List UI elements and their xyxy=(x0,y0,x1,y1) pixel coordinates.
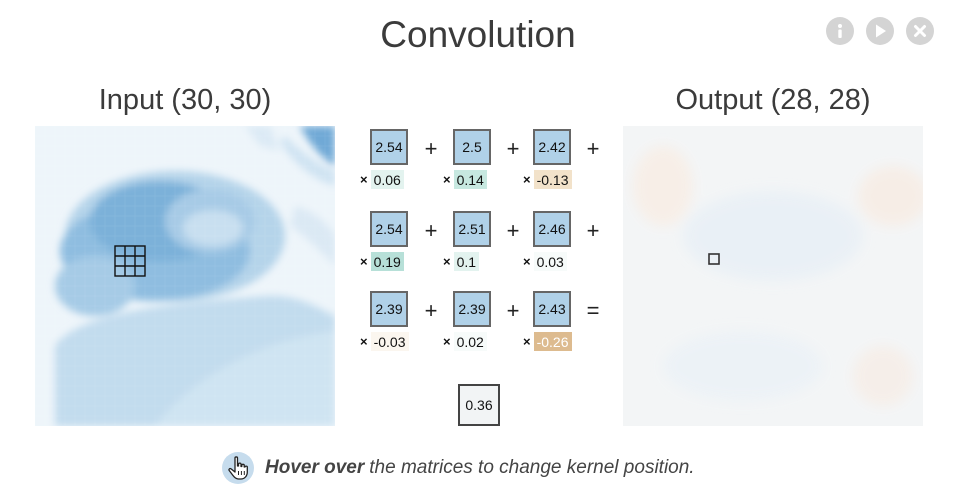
input-label: Input (30, 30) xyxy=(98,84,272,116)
input-matrix[interactable] xyxy=(35,126,335,426)
multiply-symbol: × xyxy=(360,254,368,269)
multiply-symbol: × xyxy=(523,334,531,349)
play-icon xyxy=(873,23,887,39)
convolution-result: 0.36 xyxy=(458,384,500,426)
page-title: Convolution xyxy=(380,14,576,55)
plus-operator: + xyxy=(586,218,600,243)
output-matrix[interactable] xyxy=(623,126,923,426)
multiply-symbol: × xyxy=(360,334,368,349)
multiply-symbol: × xyxy=(443,254,451,269)
multiply-symbol: × xyxy=(443,334,451,349)
weight-value: 0.03 xyxy=(533,252,567,271)
kernel-weight: × 0.03 xyxy=(523,252,567,271)
info-icon xyxy=(833,23,847,39)
weight-value: -0.13 xyxy=(533,170,572,189)
input-value-cell: 2.5 xyxy=(453,129,491,165)
kernel-weight: × -0.26 xyxy=(523,332,572,351)
input-value-cell: 2.46 xyxy=(533,211,571,247)
input-value-cell: 2.43 xyxy=(533,291,571,327)
input-value-cell: 2.51 xyxy=(453,211,491,247)
equals-operator: = xyxy=(586,298,600,323)
close-icon xyxy=(913,24,927,38)
kernel-weight: × 0.19 xyxy=(360,252,404,271)
play-button[interactable] xyxy=(866,17,894,45)
plus-operator: + xyxy=(586,136,600,161)
weight-value: 0.02 xyxy=(453,332,487,351)
weight-value: 0.1 xyxy=(453,252,480,271)
input-value-cell: 2.54 xyxy=(370,211,408,247)
info-button[interactable] xyxy=(826,17,854,45)
close-button[interactable] xyxy=(906,17,934,45)
multiply-symbol: × xyxy=(443,172,451,187)
kernel-weight: × -0.13 xyxy=(523,170,572,189)
input-value-cell: 2.54 xyxy=(370,129,408,165)
kernel-weight: × -0.03 xyxy=(360,332,409,351)
weight-value: -0.03 xyxy=(370,332,409,351)
input-value-cell: 2.42 xyxy=(533,129,571,165)
weight-value: 0.06 xyxy=(370,170,404,189)
kernel-window xyxy=(114,245,146,277)
plus-operator: + xyxy=(506,136,520,161)
output-cursor xyxy=(708,253,720,265)
input-value-cell: 2.39 xyxy=(370,291,408,327)
hint-emphasis: Hover over xyxy=(265,457,365,478)
plus-operator: + xyxy=(424,298,438,323)
input-value-cell: 2.39 xyxy=(453,291,491,327)
plus-operator: + xyxy=(424,136,438,161)
plus-operator: + xyxy=(424,218,438,243)
hint-bar: Hover over the matrices to change kernel… xyxy=(222,452,695,484)
output-label: Output (28, 28) xyxy=(675,84,871,116)
weight-value: 0.14 xyxy=(453,170,487,189)
pointer-hand-icon xyxy=(222,452,254,484)
plus-operator: + xyxy=(506,218,520,243)
multiply-symbol: × xyxy=(360,172,368,187)
plus-operator: + xyxy=(506,298,520,323)
weight-value: 0.19 xyxy=(370,252,404,271)
multiply-symbol: × xyxy=(523,172,531,187)
kernel-weight: × 0.06 xyxy=(360,170,404,189)
kernel-weight: × 0.14 xyxy=(443,170,487,189)
weight-value: -0.26 xyxy=(533,332,572,351)
kernel-weight: × 0.1 xyxy=(443,252,480,271)
multiply-symbol: × xyxy=(523,254,531,269)
kernel-weight: × 0.02 xyxy=(443,332,487,351)
hint-text: the matrices to change kernel position. xyxy=(369,457,695,478)
